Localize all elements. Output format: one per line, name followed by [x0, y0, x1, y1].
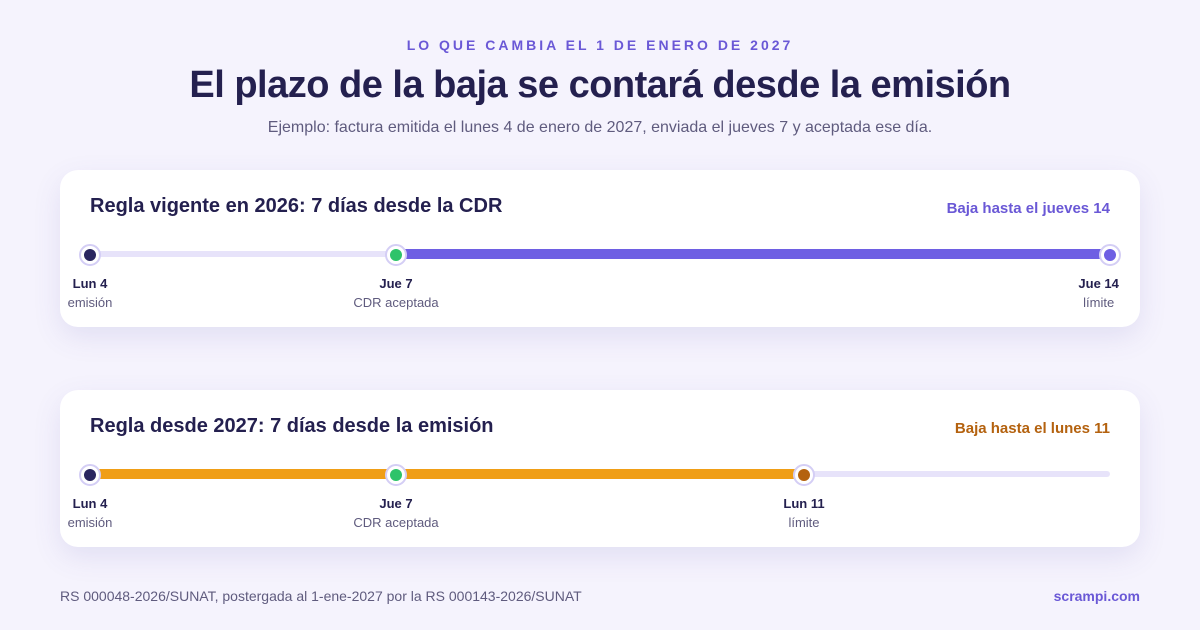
timeline-label-emission: Lun 4 emisión	[68, 496, 113, 530]
card-title: Regla desde 2027: 7 días desde la emisió…	[90, 415, 494, 437]
point-day: Jue 7	[379, 276, 413, 291]
point-day: Jue 14	[1078, 276, 1119, 291]
point-desc: CDR aceptada	[353, 295, 439, 310]
timeline-label-limit: Lun 11 límite	[783, 496, 824, 530]
current-rule-card: Regla vigente en 2026: 7 días desde la C…	[60, 170, 1140, 327]
point-day: Lun 4	[72, 276, 108, 291]
page-subtitle: Ejemplo: factura emitida el lunes 4 de e…	[267, 119, 933, 136]
point-desc: límite	[788, 515, 820, 530]
card-title: Regla vigente en 2026: 7 días desde la C…	[90, 195, 503, 217]
point-day: Lun 4	[72, 496, 108, 511]
brand-link[interactable]: scrampi.com	[1053, 588, 1140, 604]
new-rule-card: Regla desde 2027: 7 días desde la emisió…	[60, 390, 1140, 547]
timeline-dot-cdr	[385, 244, 407, 266]
timeline-track	[90, 469, 1110, 479]
deadline-label: Baja hasta el jueves 14	[946, 200, 1110, 217]
timeline-track	[90, 249, 1110, 259]
point-desc: CDR aceptada	[353, 515, 439, 530]
page-title: El plazo de la baja se contará desde la …	[189, 64, 1011, 106]
timeline-dot-emission	[79, 244, 101, 266]
timeline-dot-limit	[1099, 244, 1121, 266]
timeline-label-limit: Jue 14 límite	[1078, 276, 1118, 310]
timeline-dot-emission	[79, 464, 101, 486]
timeline-dot-limit	[793, 464, 815, 486]
timeline-fill	[396, 249, 1110, 259]
timeline-label-cdr: Jue 7 CDR aceptada	[353, 496, 438, 530]
timeline-fill	[90, 469, 804, 479]
point-desc: límite	[1083, 295, 1115, 310]
point-day: Lun 11	[783, 496, 825, 511]
deadline-label: Baja hasta el lunes 11	[954, 420, 1110, 437]
point-day: Jue 7	[379, 496, 413, 511]
eyebrow: LO QUE CAMBIA EL 1 DE ENERO DE 2027	[406, 37, 794, 53]
footer-note: RS 000048-2026/SUNAT, postergada al 1-en…	[60, 588, 582, 604]
timeline-label-cdr: Jue 7 CDR aceptada	[353, 276, 438, 310]
point-desc: emisión	[67, 515, 113, 530]
timeline-label-emission: Lun 4 emisión	[68, 276, 113, 310]
point-desc: emisión	[67, 295, 113, 310]
timeline-dot-cdr	[385, 464, 407, 486]
